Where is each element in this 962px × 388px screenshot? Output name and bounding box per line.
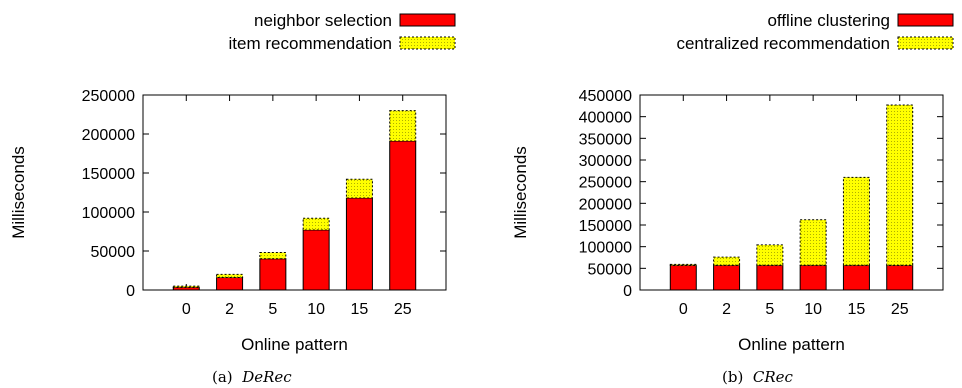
legend-label-centralized-recommendation: centralized recommendation [676, 34, 890, 53]
bar-centralized-recommendation-15 [842, 176, 870, 266]
bar-neighbor-selection-2 [216, 277, 244, 291]
x-axis-label: Online pattern [738, 335, 845, 354]
x-tick-label: 15 [848, 301, 866, 318]
y-tick-label: 50000 [588, 261, 633, 278]
y-tick-label: 150000 [579, 218, 632, 235]
y-tick-label: 100000 [579, 240, 632, 257]
x-tick-label: 25 [891, 301, 909, 318]
y-tick-label: 150000 [82, 166, 135, 183]
caption-prefix: (b) [722, 368, 753, 386]
y-tick-label: 50000 [91, 244, 136, 261]
y-axis-label: Milliseconds [511, 146, 530, 239]
bar-centralized-recommendation-25 [886, 104, 914, 266]
caption-prefix: (a) [212, 368, 242, 386]
legend-swatch-offline-clustering [897, 13, 954, 27]
bar-item-recommendation-5 [259, 252, 287, 260]
y-tick-label: 0 [623, 283, 632, 300]
x-tick-label: 10 [307, 301, 325, 318]
bar-item-recommendation-15 [345, 178, 373, 199]
x-tick-label: 10 [804, 301, 822, 318]
legend-swatch-neighbor-selection [399, 13, 456, 27]
bar-offline-clustering-5 [756, 264, 784, 291]
bar-offline-clustering-25 [886, 264, 914, 291]
caption: (b) CRec [722, 368, 793, 386]
bar-item-recommendation-25 [389, 110, 417, 142]
x-tick-label: 2 [722, 301, 731, 318]
y-tick-label: 300000 [579, 153, 632, 170]
x-tick-label: 25 [394, 301, 412, 318]
y-tick-label: 100000 [82, 205, 135, 222]
bar-neighbor-selection-10 [302, 229, 330, 291]
caption-name: DeRec [241, 368, 292, 386]
y-tick-label: 200000 [579, 196, 632, 213]
x-tick-label: 5 [268, 301, 277, 318]
legend-swatch-centralized-recommendation [897, 36, 954, 50]
bar-centralized-recommendation-10 [799, 219, 827, 266]
x-tick-label: 15 [351, 301, 369, 318]
y-tick-label: 450000 [579, 88, 632, 105]
x-tick-label: 2 [225, 301, 234, 318]
legend-swatch-item-recommendation [399, 36, 456, 50]
bar-item-recommendation-2 [216, 273, 244, 279]
bar-item-recommendation-0 [172, 285, 200, 288]
y-tick-label: 250000 [82, 88, 135, 105]
legend-label-neighbor-selection: neighbor selection [254, 11, 392, 30]
y-tick-label: 250000 [579, 175, 632, 192]
bar-neighbor-selection-25 [389, 140, 417, 291]
y-tick-label: 0 [126, 283, 135, 300]
caption-name: CRec [753, 368, 794, 386]
bar-offline-clustering-0 [669, 264, 697, 291]
chart-panel-crec: 0 50000 100000 150000 200000 250000 300000 3500… [511, 11, 954, 386]
y-tick-label: 200000 [82, 127, 135, 144]
y-tick-label: 350000 [579, 131, 632, 148]
bar-offline-clustering-10 [799, 264, 827, 291]
x-tick-label: 0 [679, 301, 688, 318]
legend-label-item-recommendation: item recommendation [229, 34, 392, 53]
bar-neighbor-selection-15 [345, 197, 373, 291]
bar-neighbor-selection-5 [259, 258, 287, 291]
bar-item-recommendation-10 [302, 217, 330, 231]
bar-offline-clustering-15 [842, 264, 870, 291]
y-tick-label: 400000 [579, 110, 632, 127]
bar-centralized-recommendation-0 [669, 263, 697, 266]
x-tick-label: 5 [765, 301, 774, 318]
plot-frame [142, 94, 447, 291]
caption: (a) DeRec [212, 368, 292, 386]
plot-frame [639, 94, 944, 291]
bar-offline-clustering-2 [713, 264, 741, 291]
x-axis-label: Online pattern [241, 335, 348, 354]
bar-centralized-recommendation-2 [713, 256, 741, 266]
x-tick-label: 0 [182, 301, 191, 318]
y-axis-label: Milliseconds [9, 146, 28, 239]
bar-centralized-recommendation-5 [756, 244, 784, 266]
legend-label-offline-clustering: offline clustering [767, 11, 890, 30]
